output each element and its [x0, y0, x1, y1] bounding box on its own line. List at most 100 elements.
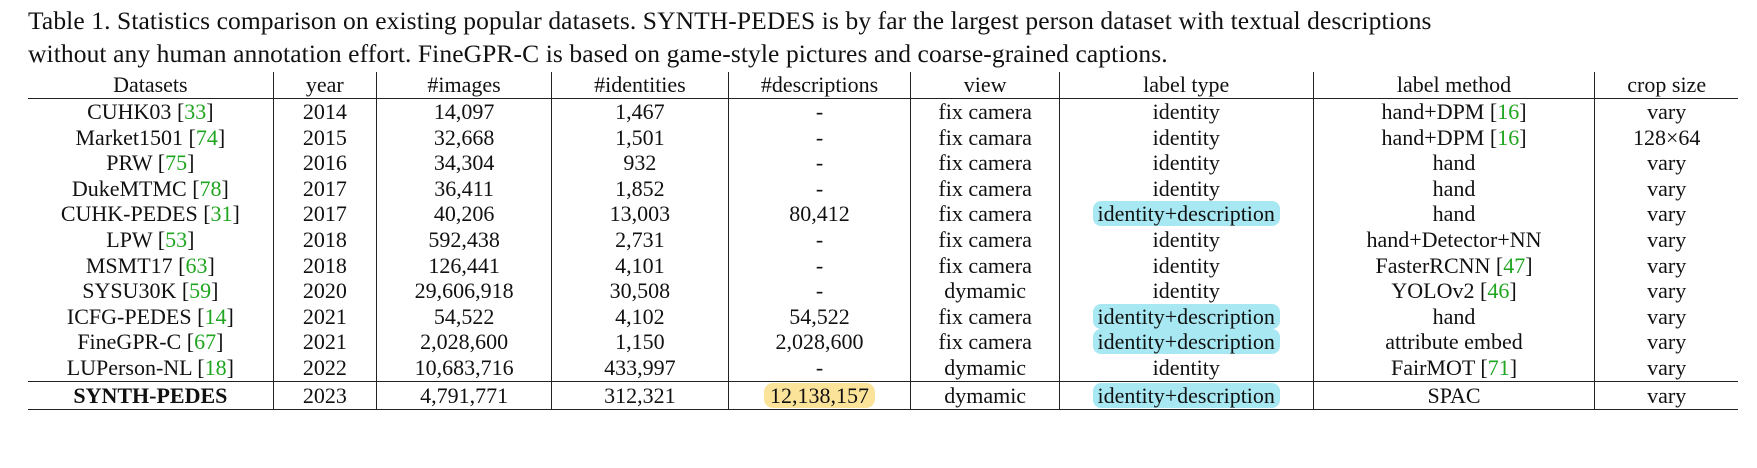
label-method-value: hand+DPM: [1381, 99, 1485, 124]
crop-size-value: vary: [1647, 303, 1687, 329]
cell-images: 29,606,918: [375, 278, 552, 304]
cell-crop-size: vary: [1594, 252, 1738, 279]
cell-year: 2018: [272, 252, 377, 279]
cell-dataset: CUHK03 [33]: [87, 99, 214, 124]
images-value: 592,438: [428, 226, 500, 252]
cell-label-method: hand: [1312, 175, 1595, 202]
descriptions-value: -: [815, 278, 824, 304]
crop-size-value: vary: [1647, 150, 1687, 176]
crop-size-value: vary: [1647, 278, 1687, 304]
cell-identities: 1,852: [551, 175, 729, 202]
view-value: fix camera: [938, 252, 1032, 278]
table-body: CUHK03 [33] 2014 14,097 1,467 - fix camera ide…: [28, 98, 1738, 410]
citation-ref: 78: [199, 175, 222, 201]
descriptions-value: 54,522: [789, 303, 850, 329]
cell-descriptions: -: [727, 226, 911, 253]
cell-images: 126,441: [375, 252, 552, 279]
cell-year: 2023: [272, 380, 377, 410]
cell-descriptions: -: [727, 252, 911, 279]
header-year: year: [272, 72, 377, 99]
descriptions-value: -: [815, 124, 824, 150]
label-method-value: hand: [1432, 201, 1476, 227]
year-value: 2021: [302, 303, 347, 329]
citation-ref: 71: [1487, 354, 1510, 380]
label-type-value: identity: [1152, 124, 1220, 150]
cell-dataset: DukeMTMC [78]: [71, 175, 229, 201]
label-type-value: identity: [1152, 252, 1220, 278]
cell-year: 2018: [272, 226, 377, 253]
cell-descriptions: -: [727, 150, 911, 176]
cell-images: 2,028,600: [375, 329, 552, 355]
cell-dataset: FineGPR-C [67]: [77, 329, 224, 355]
images-value: 54,522: [433, 303, 495, 329]
label-method-value: FasterRCNN: [1375, 252, 1491, 278]
cell-label-method: hand: [1312, 303, 1595, 330]
view-value: dymamic: [944, 382, 1027, 408]
view-value: dymamic: [944, 278, 1027, 304]
cell-label-method: hand+Detector+NN: [1312, 226, 1595, 253]
cell-images: 36,411: [375, 175, 552, 202]
descriptions-value: 2,028,600: [775, 329, 864, 355]
year-value: 2015: [302, 124, 347, 150]
images-value: 34,304: [433, 150, 495, 176]
year-value: 2017: [302, 175, 347, 201]
label-type-value: identity: [1152, 175, 1220, 201]
cell-identities: 433,997: [551, 354, 729, 382]
cell-identities: 932: [551, 150, 729, 176]
cell-dataset: Market1501 [74]: [75, 124, 226, 150]
identities-value: 1,852: [615, 175, 665, 201]
citation-ref: 53: [165, 226, 188, 252]
cell-view: fix camera: [910, 175, 1060, 202]
descriptions-value: 80,412: [789, 201, 850, 227]
table-row: ICFG-PEDES [14] 2021 54,522 4,102 54,522 fix …: [28, 303, 1738, 330]
header-datasets: Datasets: [28, 72, 274, 99]
cell-label-method: hand+DPM [16]: [1312, 124, 1595, 151]
crop-size-value: vary: [1647, 99, 1687, 124]
cell-images: 54,522: [375, 303, 552, 330]
cell-crop-size: vary: [1594, 226, 1738, 253]
citation-ref: 16: [1497, 99, 1520, 124]
cell-label-method: hand: [1312, 150, 1595, 176]
cell-crop-size: vary: [1594, 354, 1738, 382]
cell-identities: 312,321: [551, 380, 729, 410]
label-method-value: hand+Detector+NN: [1366, 226, 1542, 252]
images-value: 36,411: [434, 175, 494, 201]
identities-value: 2,731: [615, 226, 665, 252]
dataset-name: DukeMTMC: [71, 175, 187, 201]
citation-ref: 67: [194, 329, 217, 355]
cell-identities: 13,003: [551, 201, 729, 227]
citation-ref: 47: [1503, 252, 1526, 278]
header-row: Datasets year #images #identities #descr…: [28, 72, 1738, 99]
header-descriptions: #descriptions: [727, 72, 911, 99]
cell-images: 14,097: [375, 98, 552, 125]
table-row: SYNTH-PEDES 2023 4,791,771 312,321 12,138,15…: [28, 380, 1738, 410]
cell-view: dymamic: [910, 278, 1060, 304]
caption-line-2: without any human annotation effort. Fin…: [28, 39, 1168, 68]
table-caption: Table 1. Statistics comparison on existi…: [28, 4, 1748, 70]
identities-value: 932: [623, 150, 657, 176]
cell-year: 2020: [272, 278, 377, 304]
table-row: FineGPR-C [67] 2021 2,028,600 1,150 2,028,60…: [28, 329, 1738, 355]
cell-identities: 2,731: [551, 226, 729, 253]
cell-label-method: SPAC: [1312, 380, 1595, 410]
view-value: fix camera: [938, 303, 1032, 329]
cell-year: 2015: [272, 124, 377, 151]
cell-view: fix camara: [910, 124, 1060, 151]
caption-line-1: Table 1. Statistics comparison on existi…: [28, 6, 1432, 35]
cell-descriptions: 12,138,157: [727, 380, 911, 410]
cell-images: 592,438: [375, 226, 552, 253]
cell-label-type: identity: [1058, 124, 1314, 151]
descriptions-value: -: [815, 99, 824, 124]
descriptions-value: -: [815, 150, 824, 176]
cell-descriptions: -: [727, 354, 911, 382]
cell-dataset: LUPerson-NL [18]: [66, 354, 234, 380]
cell-images: 4,791,771: [375, 380, 552, 410]
cell-year: 2021: [272, 303, 377, 330]
year-value: 2016: [302, 150, 347, 176]
dataset-name: ICFG-PEDES: [66, 303, 192, 329]
cell-year: 2017: [272, 175, 377, 202]
images-value: 32,668: [433, 124, 495, 150]
label-method-value: hand+DPM: [1381, 124, 1485, 150]
dataset-name: LPW: [106, 226, 153, 252]
dataset-name: SYSU30K: [82, 278, 177, 304]
